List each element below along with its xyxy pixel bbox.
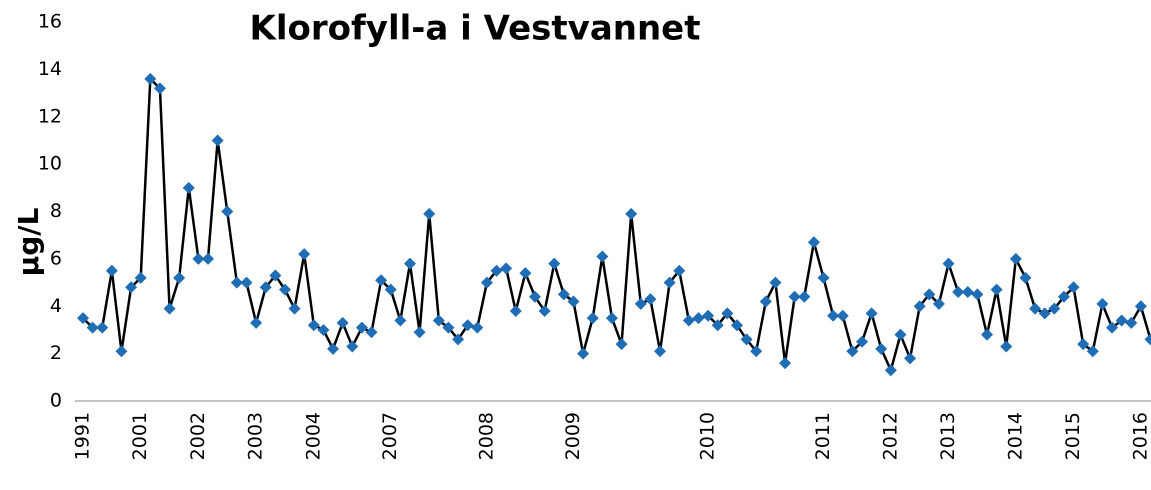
x-tick-label: 2002 (187, 412, 209, 460)
data-point (298, 248, 310, 260)
data-point (337, 317, 349, 329)
data-point (327, 343, 339, 355)
data-point (981, 329, 993, 341)
data-point (212, 134, 224, 146)
y-tick-label: 12 (38, 105, 62, 127)
y-tick-label: 16 (38, 11, 62, 33)
data-point (904, 352, 916, 364)
x-tick-label: 2012 (879, 412, 901, 460)
data-point (1019, 272, 1031, 284)
data-point (1125, 317, 1137, 329)
data-point (587, 312, 599, 324)
data-point (164, 303, 176, 315)
x-tick-label: 2010 (697, 412, 719, 460)
data-point (510, 305, 522, 317)
data-point (683, 314, 695, 326)
y-axis-label: µg/L (12, 207, 45, 276)
data-point (1010, 253, 1022, 265)
data-point (1000, 341, 1012, 353)
x-tick-label: 2004 (302, 412, 324, 460)
data-point (606, 312, 618, 324)
data-point (866, 307, 878, 319)
data-point (779, 357, 791, 369)
data-point (471, 322, 483, 334)
data-point (1145, 333, 1151, 345)
data-point (183, 182, 195, 194)
data-point (221, 206, 233, 218)
data-point (596, 251, 608, 263)
y-tick-label: 2 (50, 342, 62, 364)
data-point (548, 258, 560, 270)
x-tick-label: 2016 (1129, 412, 1151, 460)
x-tick-label: 2011 (812, 412, 834, 460)
y-tick-label: 4 (50, 295, 62, 317)
x-tick-label: 1991 (72, 412, 94, 460)
x-tick-label: 2003 (245, 412, 267, 460)
data-point (115, 345, 127, 357)
data-point (250, 317, 262, 329)
y-tick-label: 0 (50, 390, 62, 412)
data-point (1096, 298, 1108, 310)
data-point (625, 208, 637, 220)
x-tick-label: 2001 (129, 412, 151, 460)
data-point (808, 236, 820, 248)
data-point (106, 265, 118, 277)
data-point (962, 286, 974, 298)
y-tick-label: 10 (38, 153, 62, 175)
data-point (760, 296, 772, 308)
data-point (240, 277, 252, 289)
data-point (616, 338, 628, 350)
data-point (692, 312, 704, 324)
y-tick-label: 8 (50, 200, 62, 222)
data-point (577, 348, 589, 360)
data-point (837, 310, 849, 322)
x-tick-label: 2009 (562, 412, 584, 460)
data-point (289, 303, 301, 315)
data-point (500, 262, 512, 274)
data-point (394, 314, 406, 326)
data-point (943, 258, 955, 270)
data-point (423, 208, 435, 220)
chart-title: Klorofyll-a i Vestvannet (250, 9, 701, 49)
data-point (346, 341, 358, 353)
x-tick-label: 2014 (1004, 412, 1026, 460)
data-point (971, 288, 983, 300)
data-point (654, 345, 666, 357)
x-tick-label: 2013 (937, 412, 959, 460)
data-point (519, 267, 531, 279)
data-point (202, 253, 214, 265)
data-point (1135, 300, 1147, 312)
x-tick-label: 2015 (1062, 412, 1084, 460)
data-line (83, 79, 1151, 370)
data-point (875, 343, 887, 355)
data-point (769, 277, 781, 289)
data-point (991, 284, 1003, 296)
data-point (414, 326, 426, 338)
data-point (885, 364, 897, 376)
x-tick-label: 2007 (379, 412, 401, 460)
y-tick-label: 14 (38, 58, 62, 80)
data-point (798, 291, 810, 303)
y-tick-label: 6 (50, 247, 62, 269)
x-tick-label: 2008 (475, 412, 497, 460)
data-point (894, 329, 906, 341)
data-point (96, 322, 108, 334)
data-point (818, 272, 830, 284)
data-point (404, 258, 416, 270)
data-point (173, 272, 185, 284)
